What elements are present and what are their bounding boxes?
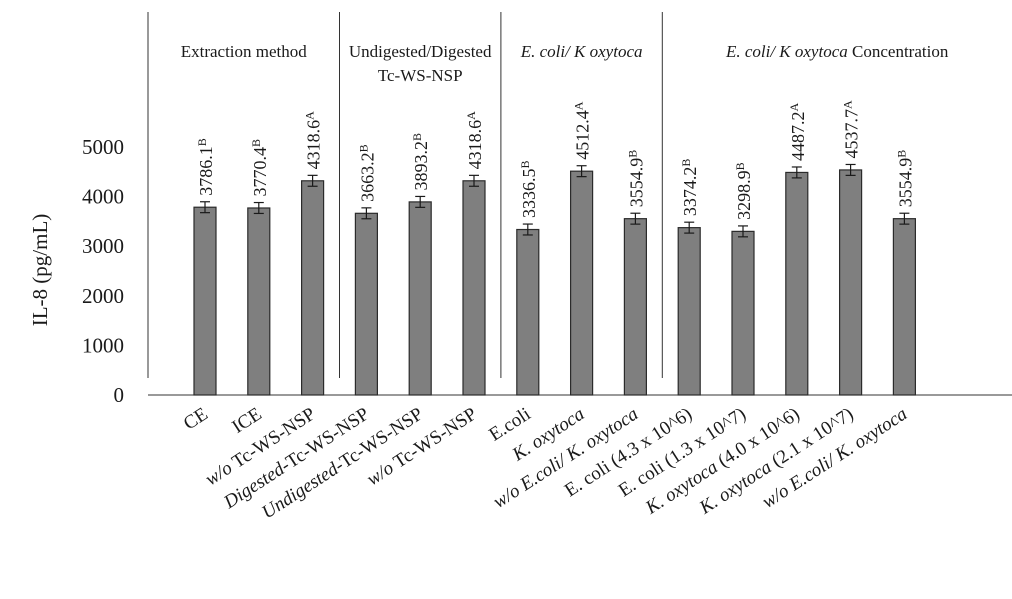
significance-letter: B: [518, 161, 532, 169]
y-tick-label: 0: [114, 383, 125, 407]
y-tick-label: 5000: [82, 135, 124, 159]
data-label: 3336.5B: [518, 161, 539, 219]
data-label: 3554.9B: [625, 150, 646, 208]
error-bar: [415, 195, 426, 208]
significance-letter: A: [464, 111, 478, 120]
error-bar: [307, 174, 318, 187]
bar: [354, 212, 378, 396]
y-tick-label: 4000: [82, 185, 124, 209]
data-label-value: 4318.6: [304, 120, 324, 170]
data-label: 3786.1B: [195, 138, 216, 196]
data-label-value: 4318.6: [465, 120, 485, 170]
error-bar: [469, 174, 479, 187]
data-label-value: 4512.4: [573, 110, 593, 160]
bar: [408, 201, 432, 396]
data-label: 4318.6A: [303, 111, 324, 170]
data-label-value: 3374.2: [680, 167, 700, 217]
data-label-value: 3786.1: [196, 146, 216, 196]
group-title-line2: Tc-WS-NSP: [378, 66, 463, 85]
text-run: E. coli/ K oxytoca: [725, 42, 848, 61]
bar: [462, 180, 486, 396]
significance-letter: B: [625, 150, 639, 158]
error-bar: [630, 212, 641, 225]
data-label-value: 3663.2: [357, 152, 377, 202]
group-title: Extraction method: [181, 42, 308, 61]
significance-letter: B: [356, 144, 370, 152]
data-label-value: 3298.9: [734, 170, 754, 220]
group-dividers: [147, 12, 663, 378]
y-tick-label: 2000: [82, 284, 124, 308]
data-label-value: 3554.9: [626, 158, 646, 208]
bar: [516, 228, 540, 396]
data-label: 4318.6A: [464, 111, 485, 170]
error-bar: [845, 163, 856, 176]
error-bar: [361, 207, 372, 220]
text-run: E. coli/ K oxytoca: [520, 42, 643, 61]
error-bar: [200, 201, 210, 214]
error-bar: [684, 221, 695, 234]
significance-letter: B: [249, 139, 263, 147]
bar: [731, 230, 755, 396]
significance-letter: B: [894, 150, 908, 158]
bar: [193, 206, 217, 396]
error-bar: [253, 201, 264, 215]
error-bars: [200, 163, 910, 238]
y-tick-label: 3000: [82, 234, 124, 258]
data-label: 4487.2A: [787, 102, 808, 161]
bar: [623, 218, 648, 396]
data-label: 4537.7A: [841, 100, 862, 159]
data-label: 3663.2B: [356, 144, 377, 202]
text-run: CE: [180, 404, 212, 435]
bar: [569, 170, 594, 396]
group-title: E. coli/ K oxytoca: [520, 42, 643, 61]
y-tick-labels: 0 1000 2000 3000 4000 5000: [82, 135, 124, 407]
significance-letter: A: [787, 102, 801, 111]
data-label: 3374.2B: [679, 159, 700, 217]
data-label: 3298.9B: [733, 162, 754, 220]
data-label-value: 3770.4: [250, 147, 270, 197]
data-label: 4512.4A: [572, 101, 593, 160]
significance-letter: B: [679, 159, 693, 167]
data-label-value: 3554.9: [895, 158, 915, 208]
data-label: 3893.2B: [410, 133, 431, 191]
significance-letter: A: [303, 111, 317, 120]
data-label-value: 4487.2: [788, 111, 808, 161]
bars: [193, 169, 917, 396]
bar: [301, 180, 325, 396]
x-tick-label: ICE: [228, 404, 265, 438]
data-label-value: 4537.7: [842, 109, 862, 159]
bar: [677, 227, 701, 396]
y-axis-label: IL-8 (pg/mL): [28, 214, 52, 327]
data-label: 3770.4B: [249, 139, 270, 197]
significance-letter: B: [410, 133, 424, 141]
error-bar: [576, 165, 587, 178]
bar: [785, 171, 809, 396]
bar: [247, 207, 271, 396]
group-title: Undigested/Digested: [349, 42, 492, 61]
error-bar: [738, 225, 748, 238]
significance-letter: A: [572, 101, 586, 110]
data-label: 3554.9B: [894, 150, 915, 208]
data-label-value: 3893.2: [411, 141, 431, 191]
bar: [892, 218, 917, 396]
data-label-value: 3336.5: [519, 169, 539, 219]
error-bar: [791, 166, 802, 179]
bar: [838, 169, 863, 396]
y-tick-label: 1000: [82, 333, 124, 357]
x-tick-label: CE: [180, 404, 212, 435]
text-run: Undigested/Digested: [349, 42, 492, 61]
text-run: Extraction method: [181, 42, 308, 61]
error-bar: [522, 223, 533, 236]
text-run: ICE: [228, 404, 265, 438]
text-run: Concentration: [848, 42, 949, 61]
group-title: E. coli/ K oxytoca Concentration: [725, 42, 949, 61]
group-titles: Extraction method Undigested/Digested Tc-W…: [181, 42, 949, 85]
error-bar: [899, 212, 910, 225]
significance-letter: A: [841, 100, 855, 109]
significance-letter: B: [733, 162, 747, 170]
significance-letter: B: [195, 138, 209, 146]
